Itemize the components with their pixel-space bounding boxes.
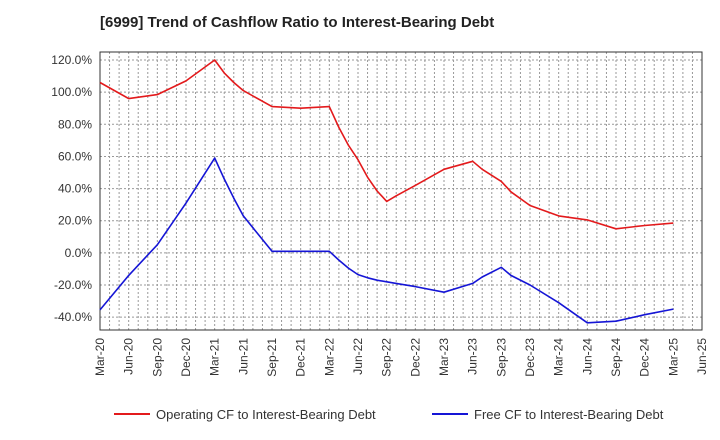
x-tick-label: Dec-23 xyxy=(523,338,537,377)
x-tick-label: Mar-20 xyxy=(93,338,107,376)
x-tick-label: Dec-22 xyxy=(408,338,422,377)
x-tick-label: Mar-24 xyxy=(552,338,566,376)
y-tick-label: 120.0% xyxy=(51,53,92,67)
chart-title: [6999] Trend of Cashflow Ratio to Intere… xyxy=(100,14,495,31)
y-tick-label: 0.0% xyxy=(65,246,93,260)
series-line-free-cf xyxy=(99,157,674,324)
y-tick-label: 80.0% xyxy=(58,117,92,131)
x-tick-label: Sep-22 xyxy=(380,338,394,377)
x-tick-label: Jun-20 xyxy=(122,338,136,375)
y-tick-label: -20.0% xyxy=(54,278,92,292)
y-tick-label: 40.0% xyxy=(58,182,92,196)
series-line-operating-cf xyxy=(99,59,674,230)
x-tick-label: Sep-24 xyxy=(609,338,623,377)
y-tick-label: 60.0% xyxy=(58,149,92,163)
x-tick-label: Mar-22 xyxy=(322,338,336,376)
x-tick-label: Mar-23 xyxy=(437,338,451,376)
x-tick-label: Mar-21 xyxy=(208,338,222,376)
x-tick-label: Jun-21 xyxy=(236,338,250,375)
x-tick-label: Jun-24 xyxy=(580,338,594,375)
x-tick-label: Mar-25 xyxy=(666,338,680,376)
y-tick-label: 20.0% xyxy=(58,214,92,228)
x-tick-label: Jun-22 xyxy=(351,338,365,375)
x-tick-label: Dec-20 xyxy=(179,338,193,377)
x-tick-label: Sep-23 xyxy=(494,338,508,377)
y-tick-label: -40.0% xyxy=(54,310,92,324)
plot-area xyxy=(100,52,702,330)
x-tick-label: Dec-21 xyxy=(294,338,308,377)
x-tick-label: Jun-23 xyxy=(466,338,480,375)
legend-label: Operating CF to Interest-Bearing Debt xyxy=(156,407,376,422)
y-tick-label: 100.0% xyxy=(51,85,92,99)
plot-border xyxy=(99,51,703,331)
x-tick-label: Dec-24 xyxy=(638,338,652,377)
x-tick-label: Sep-21 xyxy=(265,338,279,377)
x-tick-label: Sep-20 xyxy=(150,338,164,377)
legend-label: Free CF to Interest-Bearing Debt xyxy=(474,407,664,422)
x-tick-label: Jun-25 xyxy=(695,338,709,375)
